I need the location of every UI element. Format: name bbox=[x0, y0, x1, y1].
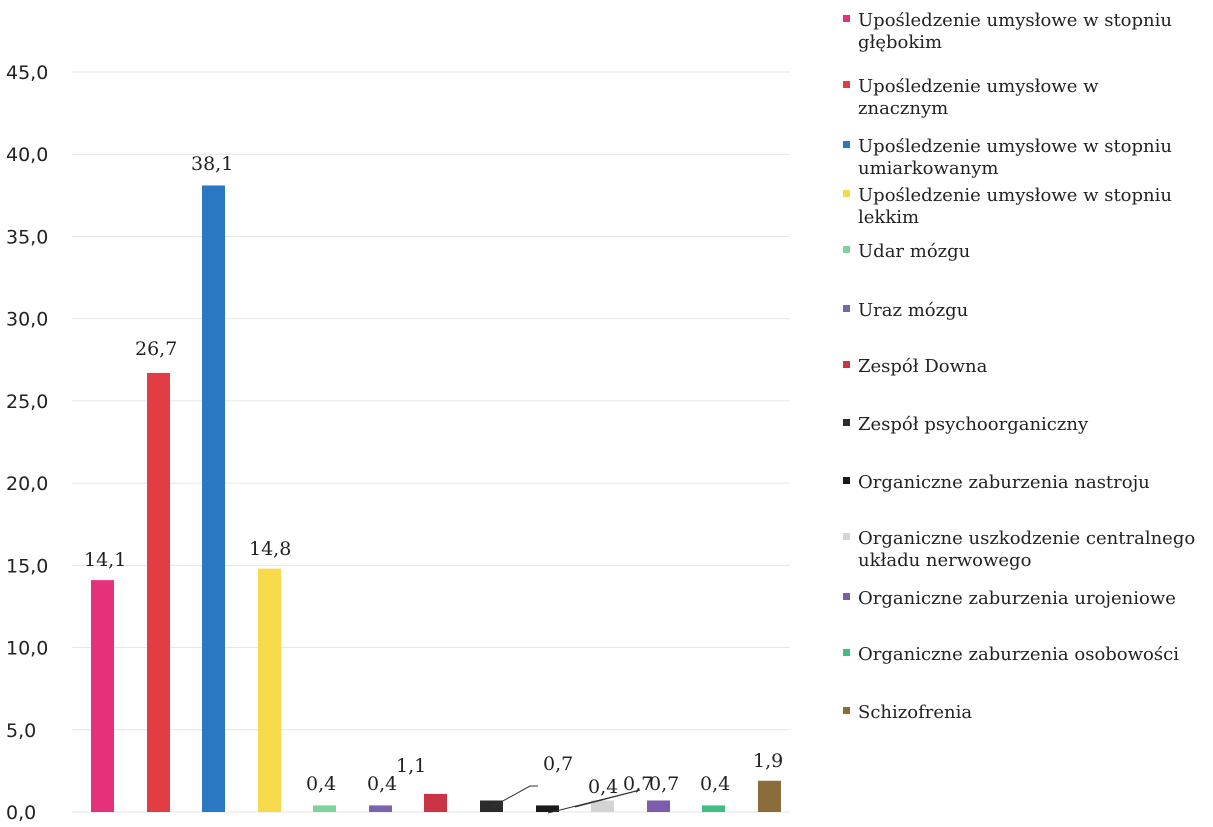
bar bbox=[647, 800, 670, 812]
y-tick-label: 5,0 bbox=[6, 720, 36, 742]
bar bbox=[480, 800, 503, 812]
gridlines bbox=[72, 71, 790, 813]
y-tick-label: 25,0 bbox=[6, 391, 48, 413]
y-tick-label: 10,0 bbox=[6, 638, 48, 660]
legend-label: Uraz mózgu bbox=[858, 300, 968, 321]
data-label: 0,7 bbox=[543, 753, 573, 775]
leader-line bbox=[574, 789, 641, 808]
bar bbox=[702, 805, 725, 812]
legend-swatch bbox=[843, 190, 850, 197]
legend-swatch bbox=[843, 15, 850, 22]
legend-swatch bbox=[843, 361, 850, 368]
legend-label: Zespół Downa bbox=[858, 356, 988, 377]
bar bbox=[758, 780, 781, 812]
legend-label: umiarkowanym bbox=[858, 158, 998, 179]
legend-swatch bbox=[843, 246, 850, 253]
legend-label: lekkim bbox=[858, 207, 919, 228]
bar bbox=[424, 793, 447, 812]
legend-swatch bbox=[843, 707, 850, 714]
bar bbox=[313, 805, 336, 812]
legend-swatch bbox=[843, 649, 850, 656]
y-tick-label: 20,0 bbox=[6, 473, 48, 495]
y-axis: 0,0 5,0 10,0 15,0 20,0 25,0 30,0 35,0 40,0 45,0 bbox=[6, 62, 48, 824]
bar bbox=[147, 372, 170, 812]
data-label: 1,9 bbox=[753, 750, 783, 772]
legend-label: Upośledzenie umysłowe w stopniu bbox=[858, 10, 1172, 31]
legend-label: Schizofrenia bbox=[858, 702, 972, 723]
data-label: 0,7 bbox=[649, 773, 679, 795]
legend-label: głębokim bbox=[858, 32, 942, 53]
legend-label: Organiczne zaburzenia urojeniowe bbox=[858, 588, 1176, 609]
y-tick-label: 45,0 bbox=[6, 62, 48, 84]
bar bbox=[536, 805, 559, 812]
bar bbox=[91, 580, 114, 812]
data-label: 0,4 bbox=[588, 776, 618, 798]
data-label: 14,8 bbox=[249, 538, 291, 560]
legend-swatch bbox=[843, 81, 850, 88]
legend-swatch bbox=[843, 477, 850, 484]
leader-line bbox=[491, 785, 538, 808]
data-label: 1,1 bbox=[396, 755, 426, 777]
legend-swatch bbox=[843, 593, 850, 600]
legend-swatch bbox=[843, 419, 850, 426]
data-labels: 14,126,738,114,80,4 0,41,1 0,70,4 0,70,7 0,4… bbox=[84, 153, 783, 814]
bars bbox=[91, 185, 781, 812]
data-label: 0,4 bbox=[700, 773, 730, 795]
data-label: 0,7 bbox=[623, 773, 653, 795]
data-label: 14,1 bbox=[84, 549, 126, 571]
legend-swatch bbox=[843, 533, 850, 540]
data-label: 26,7 bbox=[135, 338, 177, 360]
legend-swatch bbox=[843, 141, 850, 148]
legend-swatch bbox=[843, 305, 850, 312]
legend-label: znacznym bbox=[858, 98, 948, 119]
y-tick-label: 0,0 bbox=[6, 802, 36, 824]
y-tick-label: 40,0 bbox=[6, 144, 48, 166]
data-label: 0,4 bbox=[306, 773, 336, 795]
legend-label: Organiczne zaburzenia osobowości bbox=[858, 644, 1179, 665]
legend-label: Upośledzenie umysłowe w stopniu bbox=[858, 185, 1172, 206]
legend-label: układu nerwowego bbox=[858, 550, 1031, 571]
bar bbox=[258, 568, 281, 812]
legend-label: Organiczne zaburzenia nastroju bbox=[858, 472, 1150, 493]
legend: Upośledzenie umysłowe w stopniugłębokimU… bbox=[843, 10, 1195, 723]
y-tick-label: 30,0 bbox=[6, 309, 48, 331]
legend-label: Upośledzenie umysłowe w stopniu bbox=[858, 136, 1172, 157]
y-tick-label: 15,0 bbox=[6, 555, 48, 577]
bar bbox=[202, 185, 225, 812]
legend-label: Zespół psychoorganiczny bbox=[858, 414, 1089, 435]
legend-label: Udar mózgu bbox=[858, 241, 970, 262]
bar bbox=[591, 800, 614, 812]
data-label: 38,1 bbox=[191, 153, 233, 175]
legend-label: Organiczne uszkodzenie centralnego bbox=[858, 528, 1195, 549]
y-tick-label: 35,0 bbox=[6, 226, 48, 248]
legend-label: Upośledzenie umysłowe w bbox=[858, 76, 1099, 97]
bar bbox=[369, 805, 392, 812]
data-label: 0,4 bbox=[367, 773, 397, 795]
